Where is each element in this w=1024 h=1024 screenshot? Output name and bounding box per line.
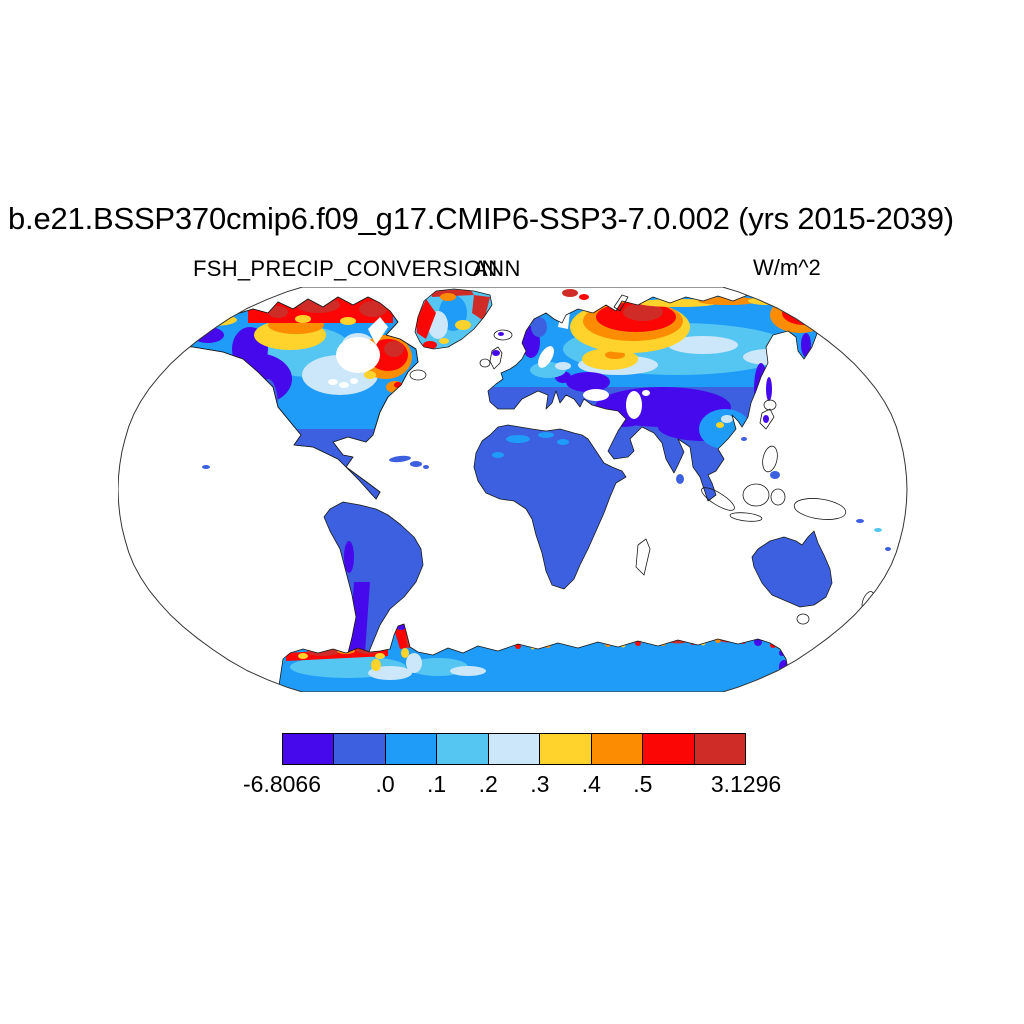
svalbard: [562, 289, 578, 297]
plot-title: b.e21.BSSP370cmip6.f09_g17.CMIP6-SSP3-7.…: [8, 201, 954, 236]
colorbar-cell-5: [487, 734, 540, 764]
colorbar-label: .1: [427, 771, 447, 797]
baltic-sea: [538, 346, 554, 368]
borneo: [742, 483, 770, 507]
world-map: [117, 286, 908, 693]
colorbar-label: .0: [375, 771, 395, 797]
sakhalin: [766, 377, 772, 401]
colorbar-cell-8: [642, 734, 694, 764]
colorbar-cell-3: [384, 734, 437, 764]
hawaii: [202, 465, 210, 469]
hudson-bay: [336, 337, 380, 373]
java: [729, 512, 763, 522]
hokkaido: [763, 399, 777, 411]
cuba: [389, 455, 411, 463]
colorbar-labels: -6.8066 .0 .1 .2 .3 .4 .5 3.1296: [243, 771, 781, 799]
taiwan: [741, 437, 747, 441]
britain: [489, 346, 503, 370]
variable-name-label: FSH_PRECIP_CONVERSION: [193, 256, 498, 281]
continent-north-america: [159, 296, 429, 500]
colorbar-label: .3: [530, 771, 550, 797]
novaya-zemlya: [613, 294, 629, 312]
colorbar-cell-9: [693, 734, 745, 764]
colorbar-label: .5: [633, 771, 653, 797]
colorbar-cell-1: [283, 734, 334, 764]
sulawesi: [770, 488, 786, 506]
robinson-map-svg: [117, 286, 908, 693]
colorbar-cell-6: [539, 734, 591, 764]
philippines: [762, 445, 778, 473]
madagascar: [635, 538, 651, 576]
newfoundland: [409, 369, 427, 381]
black-sea: [583, 389, 609, 401]
sri-lanka: [676, 474, 684, 484]
colorbar-label: .4: [581, 771, 601, 797]
continent-south-america: [323, 501, 424, 668]
ireland: [479, 358, 491, 368]
colorbar-label: 3.1296: [710, 771, 782, 797]
maritime-southeast-asia: [701, 445, 891, 551]
colorbar-label: -6.8066: [242, 771, 322, 797]
greenland: [414, 288, 513, 350]
colorbar-cell-7: [590, 734, 643, 764]
units-label: W/m^2: [753, 255, 821, 280]
season-label: ANN: [473, 256, 521, 281]
caspian-sea: [626, 391, 642, 419]
colorbar-cell-2: [333, 734, 385, 764]
continent-australia: [751, 530, 875, 629]
new-guinea: [793, 498, 847, 520]
pacific-islands: [874, 528, 882, 532]
white-sea: [558, 311, 570, 329]
tasmania: [796, 613, 810, 625]
colorbar-cell-4: [436, 734, 488, 764]
iceland: [493, 329, 513, 341]
colorbar: [282, 733, 746, 765]
sumatra: [701, 487, 735, 511]
map-land-layer: [159, 288, 891, 692]
honshu: [759, 408, 775, 430]
continent-africa: [473, 424, 651, 590]
colorbar-label: .2: [478, 771, 498, 797]
